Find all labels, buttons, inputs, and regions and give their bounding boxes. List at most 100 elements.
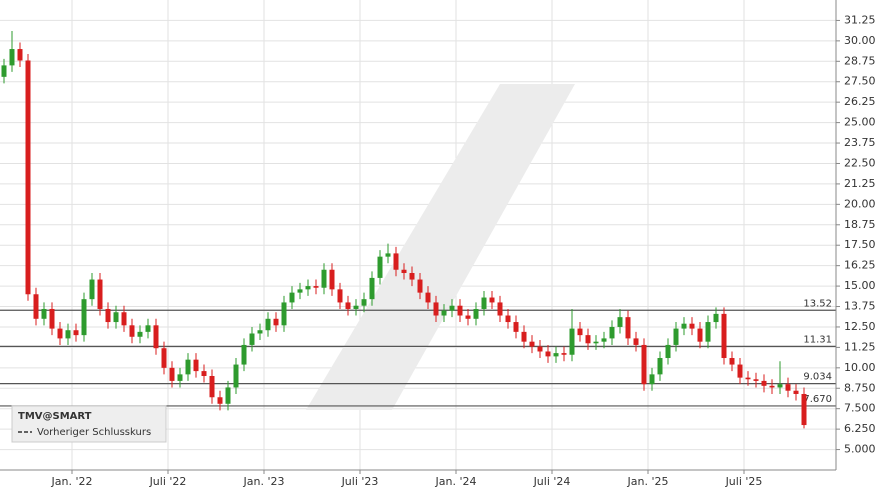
candle-body [657, 358, 663, 375]
candle-body [233, 364, 239, 388]
candle-body [553, 353, 559, 357]
candle-body [497, 302, 503, 316]
candle-body [65, 330, 71, 339]
candle-body [545, 351, 551, 357]
x-tick-label: Jan. '24 [435, 475, 477, 488]
y-tick-label: 21.25 [844, 177, 876, 190]
candles [1, 31, 807, 429]
reference-label: 7.670 [803, 394, 832, 405]
candle-body [409, 273, 415, 280]
candle-body [9, 49, 15, 66]
candle-body [297, 289, 303, 293]
y-tick-label: 23.75 [844, 136, 876, 149]
y-tick-label: 20.00 [844, 197, 876, 210]
candle-body [697, 328, 703, 342]
candle-body [529, 341, 535, 347]
watermark [306, 84, 575, 410]
y-tick-label: 13.75 [844, 300, 876, 313]
legend-entry: Vorheriger Schlusskurs [37, 427, 151, 438]
candle-body [41, 308, 47, 319]
y-tick-label: 25.00 [844, 116, 876, 129]
candle-body [561, 353, 567, 355]
candle-body [209, 376, 215, 398]
candle-body [49, 308, 55, 329]
candle-body [57, 328, 63, 339]
candle-body [241, 344, 247, 365]
candle-body [601, 338, 607, 342]
candle-body [745, 377, 751, 380]
candle-body [585, 335, 591, 344]
y-tick-label: 26.25 [844, 95, 876, 108]
candle-body [705, 322, 711, 342]
candle-body [569, 328, 575, 355]
candle-body [217, 397, 223, 404]
reference-label: 11.31 [803, 334, 832, 345]
candle-body [425, 292, 431, 303]
candle-body [785, 384, 791, 391]
candle-body [753, 379, 759, 381]
y-tick-label: 15.00 [844, 279, 876, 292]
candle-body [273, 318, 279, 326]
candle-body [521, 331, 527, 342]
candle-body [433, 302, 439, 316]
x-tick-label: Juli '23 [341, 475, 379, 488]
y-tick-label: 17.50 [844, 238, 876, 251]
candle-body [721, 313, 727, 359]
candle-body [593, 341, 599, 344]
legend-title: TMV@SMART [18, 411, 92, 422]
x-tick-label: Jan. '22 [51, 475, 93, 488]
legend-box [11, 405, 167, 443]
candle-body [257, 330, 263, 334]
candle-body [337, 289, 343, 303]
y-tick-label: 16.25 [844, 259, 876, 272]
candle-body [89, 279, 95, 300]
x-tick-label: Juli '22 [149, 475, 187, 488]
candle-body [625, 317, 631, 339]
candle-body [73, 330, 79, 336]
candle-body [353, 305, 359, 309]
candle-body [385, 253, 391, 257]
y-tick-label: 31.25 [844, 13, 876, 26]
candle-body [321, 269, 327, 288]
candle-body [145, 325, 151, 332]
candle-body [769, 385, 775, 388]
x-tick-label: Juli '25 [725, 475, 763, 488]
candle-body [801, 393, 807, 426]
y-tick-label: 12.50 [844, 320, 876, 333]
candle-body [777, 384, 783, 388]
y-tick-label: 22.50 [844, 156, 876, 169]
candle-body [25, 60, 31, 295]
candle-body [313, 286, 319, 288]
candle-body [737, 364, 743, 378]
candle-body [689, 323, 695, 329]
y-tick-label: 28.75 [844, 54, 876, 67]
candle-body [473, 308, 479, 319]
candle-body [225, 387, 231, 404]
candle-body [193, 359, 199, 372]
candle-body [201, 371, 207, 376]
candle-body [417, 279, 423, 293]
candle-body [609, 326, 615, 339]
y-tick-label: 6.250 [844, 422, 876, 435]
candle-body [681, 323, 687, 329]
candle-body [105, 308, 111, 323]
candle-body [673, 328, 679, 345]
candle-body [457, 305, 463, 316]
candle-body [377, 256, 383, 278]
candle-body [793, 390, 799, 394]
y-tick-label: 8.750 [844, 381, 876, 394]
reference-label: 13.52 [803, 298, 832, 309]
y-tick-label: 27.50 [844, 75, 876, 88]
candle-body [97, 279, 103, 309]
candle-body [329, 269, 335, 290]
candle-body [161, 348, 167, 368]
candle-body [481, 297, 487, 309]
candle-body [345, 302, 351, 309]
candle-body [129, 325, 135, 337]
candle-body [537, 346, 543, 352]
candle-body [641, 344, 647, 385]
x-tick-label: Jan. '23 [243, 475, 285, 488]
candle-body [177, 374, 183, 381]
y-tick-label: 5.000 [844, 443, 876, 456]
x-tick-label: Juli '24 [533, 475, 571, 488]
